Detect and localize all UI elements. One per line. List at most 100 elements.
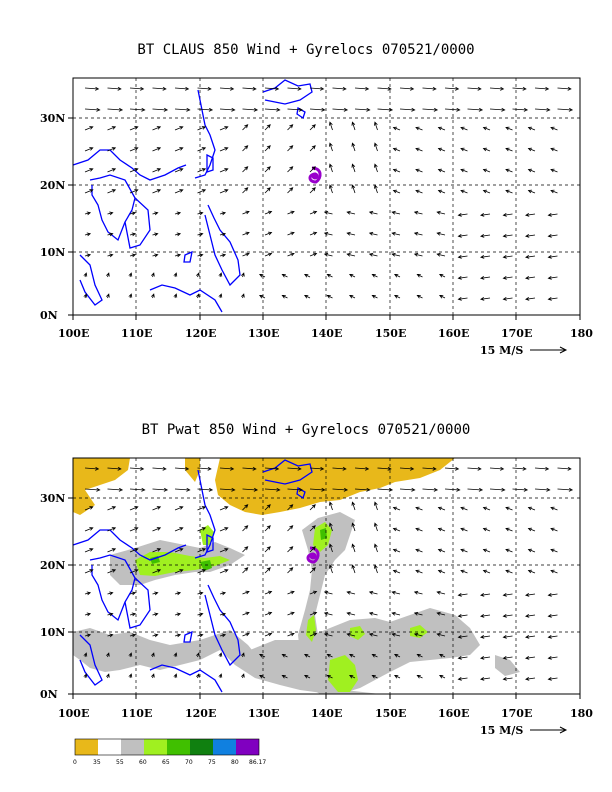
- wind-vector: [174, 211, 182, 216]
- wind-vector: [547, 592, 558, 597]
- wind-vector: [415, 189, 423, 194]
- wind-vector: [525, 655, 536, 660]
- wind-vector: [371, 675, 378, 679]
- wind-vector: [329, 522, 333, 532]
- wind-vector: [525, 613, 536, 618]
- wind-vector: [219, 527, 229, 532]
- wind-vector: [346, 231, 356, 236]
- wind-vector: [377, 466, 392, 471]
- wind-vector: [152, 168, 162, 173]
- wind-vector: [264, 252, 273, 257]
- wind-vector: [415, 527, 423, 532]
- wind-vector: [349, 675, 356, 679]
- wind-vector: [83, 272, 88, 278]
- wind-vector: [84, 466, 100, 471]
- wind-vector: [374, 522, 378, 532]
- wind-vector: [242, 252, 250, 257]
- wind-vector: [439, 295, 446, 299]
- wind-vector: [534, 466, 550, 471]
- wind-vector: [550, 569, 558, 574]
- wind-vector: [129, 527, 139, 532]
- wind-vector: [415, 506, 423, 511]
- colorbar-label-65: 65: [162, 759, 170, 766]
- colorbar-label-max: 86.17: [249, 759, 266, 766]
- wind-vector: [107, 168, 117, 173]
- wind-vector: [287, 466, 302, 471]
- wind-vector: [107, 126, 117, 131]
- colorbar-swatch-0: [75, 739, 98, 755]
- panel1-reference-arrow: [530, 346, 568, 354]
- wind-vector: [174, 591, 182, 596]
- wind-vector: [323, 210, 333, 215]
- wind-vector: [444, 487, 461, 492]
- wind-vector: [557, 107, 574, 112]
- wind-vector: [346, 632, 356, 637]
- wind-vector: [197, 548, 207, 553]
- wind-vector: [377, 86, 392, 91]
- wind-vector: [242, 166, 249, 173]
- wind-vector: [174, 253, 182, 258]
- wind-vector: [287, 567, 294, 574]
- wind-vector: [83, 673, 88, 679]
- wind-vector: [219, 548, 229, 553]
- wind-vector: [309, 145, 316, 152]
- wind-vector: [264, 466, 280, 471]
- colorbar-swatch-3: [144, 739, 167, 755]
- wind-vector: [505, 506, 513, 511]
- wind-vector: [129, 168, 139, 173]
- wind-vector: [482, 168, 491, 173]
- wind-vector: [197, 633, 204, 638]
- wind-vector: [218, 293, 223, 299]
- wind-vector: [242, 504, 249, 511]
- wind-vector: [309, 466, 325, 471]
- wind-vector: [129, 633, 137, 638]
- wind-vector: [374, 564, 378, 574]
- wind-vector: [392, 147, 401, 152]
- wind-vector: [242, 231, 250, 236]
- wind-vector: [391, 231, 401, 236]
- panel2-xlabel-160e: 160E: [438, 707, 469, 720]
- wind-vector: [151, 673, 155, 679]
- panel1-ylabel-0: 0N: [40, 309, 58, 322]
- panel1-coastlines: [72, 79, 313, 313]
- wind-vector: [259, 675, 266, 679]
- wind-vector: [84, 168, 94, 173]
- wind-vector: [281, 295, 288, 299]
- wind-vector: [399, 86, 415, 91]
- wind-vector: [354, 487, 371, 492]
- wind-vector: [259, 274, 266, 278]
- wind-vector: [197, 253, 204, 258]
- panel2-xlabel-150e: 150E: [375, 707, 406, 720]
- wind-vector: [557, 466, 572, 471]
- wind-vector: [152, 633, 159, 638]
- wind-vector: [129, 612, 137, 617]
- wind-vector: [368, 252, 378, 257]
- wind-vector: [547, 613, 558, 618]
- wind-vector: [219, 211, 227, 216]
- wind-vector: [413, 252, 423, 257]
- wind-vector: [259, 654, 266, 658]
- wind-vector: [351, 501, 356, 511]
- wind-vector: [174, 548, 184, 553]
- wind-vector: [309, 504, 316, 511]
- wind-vector: [197, 211, 204, 216]
- wind-vector: [264, 187, 271, 194]
- panel1-xlabel-160e: 160E: [438, 327, 469, 340]
- wind-vector: [416, 654, 423, 658]
- wind-vector: [557, 487, 574, 492]
- wind-vector: [502, 613, 513, 618]
- wind-vector: [219, 591, 227, 596]
- wind-vector: [326, 675, 333, 679]
- wind-vector: [394, 654, 401, 658]
- wind-vector: [482, 527, 491, 532]
- wind-vector: [437, 569, 446, 574]
- wind-vector: [467, 487, 484, 492]
- wind-vector: [460, 527, 468, 532]
- wind-vector: [480, 296, 491, 301]
- wind-vector: [197, 168, 207, 173]
- wind-vector: [219, 506, 229, 511]
- wind-vector: [323, 590, 333, 595]
- wind-vector: [287, 525, 294, 532]
- panel2-ylabel-10: 10N: [40, 626, 65, 639]
- wind-vector: [329, 184, 333, 194]
